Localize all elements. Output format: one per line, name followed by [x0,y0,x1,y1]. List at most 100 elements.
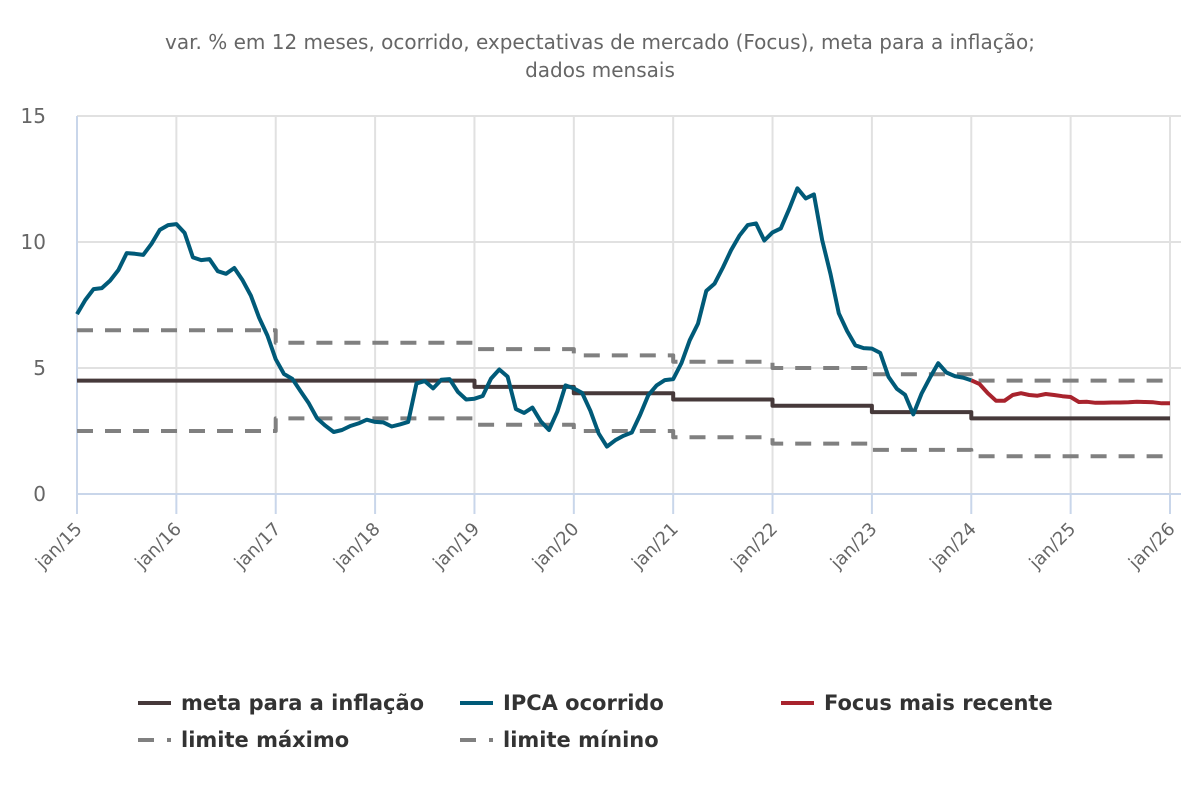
data-point-ipca [182,230,187,235]
data-point-focus [985,391,990,396]
data-point-focus [1035,393,1040,398]
data-point-focus [1110,400,1115,405]
data-point-ipca [116,268,121,273]
data-point-ipca [638,412,643,417]
data-point-ipca [687,338,692,343]
data-point-ipca [555,409,560,414]
data-point-ipca [124,251,129,256]
legend-label-limite-maximo: limite máximo [181,728,350,752]
series-line-max [77,328,1170,383]
data-point-ipca [232,266,237,271]
data-point-focus [1010,393,1015,398]
series-line-min [77,416,1170,459]
data-point-ipca [422,379,427,384]
x-tick-label: jan/19 [429,519,484,574]
data-point-ipca [762,238,767,243]
y-tick-label: 10 [21,230,46,254]
x-tick-label: jan/26 [1124,519,1179,574]
data-point-ipca [778,226,783,231]
data-point-focus [1151,400,1156,405]
data-point-ipca [141,252,146,257]
chart-title: var. % em 12 meses, ocorrido, expectativ… [0,28,1200,84]
data-point-ipca [903,392,908,397]
x-tick-label: jan/23 [826,519,881,574]
x-tick-labels: jan/15 jan/16 jan/17 jan/18 jan/19 jan/20 jan/… [31,519,1179,574]
data-point-focus [1085,399,1090,404]
series-line-focus [970,378,1170,406]
legend-swatch-limite-minimo [460,738,493,742]
data-point-ipca [563,383,568,388]
data-point-ipca [489,376,494,381]
legend-item-limite-minimo[interactable]: limite mínino [460,726,659,754]
data-point-ipca [596,431,601,436]
y-tick-labels: 0 5 10 15 [21,104,46,506]
data-point-ipca [497,367,502,372]
data-point-focus [1101,400,1106,405]
data-point-focus [1159,401,1164,406]
data-point-ipca [464,397,469,402]
data-point-ipca [952,374,957,379]
data-point-ipca [373,419,378,424]
data-point-ipca [240,278,245,283]
data-point-ipca [828,272,833,277]
data-point-focus [1027,393,1032,398]
legend-swatch-focus [781,701,814,705]
chart-title-line-2: dados mensais [525,58,675,82]
data-point-focus [1093,400,1098,405]
data-point-ipca [547,428,552,433]
legend-item-meta[interactable]: meta para a inflação [138,689,424,717]
data-point-focus [1052,393,1057,398]
data-point-ipca [190,255,195,260]
data-point-ipca [282,372,287,377]
data-point-ipca [729,248,734,253]
data-point-ipca [580,390,585,395]
data-point-ipca [257,315,262,320]
data-point-ipca [381,420,386,425]
data-point-ipca [513,407,518,412]
data-point-ipca [571,386,576,391]
data-point-ipca [397,422,402,427]
data-point-ipca [604,444,609,449]
data-point-ipca [712,281,717,286]
data-point-ipca [215,269,220,274]
data-point-ipca [207,257,212,262]
legend-swatch-ipca [460,701,493,705]
data-point-focus [1019,391,1024,396]
data-point-ipca [853,343,858,348]
y-tick-label: 0 [33,482,46,506]
data-point-ipca [331,430,336,435]
data-point-ipca [414,381,419,386]
data-point-ipca [472,396,477,401]
data-point-focus [969,378,974,383]
x-tick-label: jan/21 [627,519,682,574]
grid [77,115,1181,494]
data-point-ipca [936,361,941,366]
data-point-ipca [323,423,328,428]
data-point-ipca [340,428,345,433]
legend-swatch-limite-maximo [138,738,171,742]
data-point-ipca [820,238,825,243]
data-point-focus [1002,398,1007,403]
series-line-meta [77,378,1170,421]
data-point-ipca [961,375,966,380]
data-point-ipca [787,207,792,212]
data-point-ipca [919,391,924,396]
data-point-ipca [389,424,394,429]
data-point-ipca [505,374,510,379]
data-point-ipca [455,389,460,394]
data-point-ipca [927,375,932,380]
data-point-focus [1060,394,1065,399]
data-point-ipca [737,233,742,238]
data-point-ipca [306,401,311,406]
data-point-ipca [364,417,369,422]
x-tick-label: jan/25 [1025,519,1080,574]
legend-item-focus[interactable]: Focus mais recente [781,689,1053,717]
data-point-focus [1043,392,1048,397]
legend-item-ipca[interactable]: IPCA ocorrido [460,689,664,717]
data-point-ipca [671,377,676,382]
legend-label-focus: Focus mais recente [824,691,1053,715]
data-point-ipca [811,192,816,197]
data-point-ipca [431,386,436,391]
legend-item-limite-maximo[interactable]: limite máximo [138,726,349,754]
data-point-ipca [265,333,270,338]
